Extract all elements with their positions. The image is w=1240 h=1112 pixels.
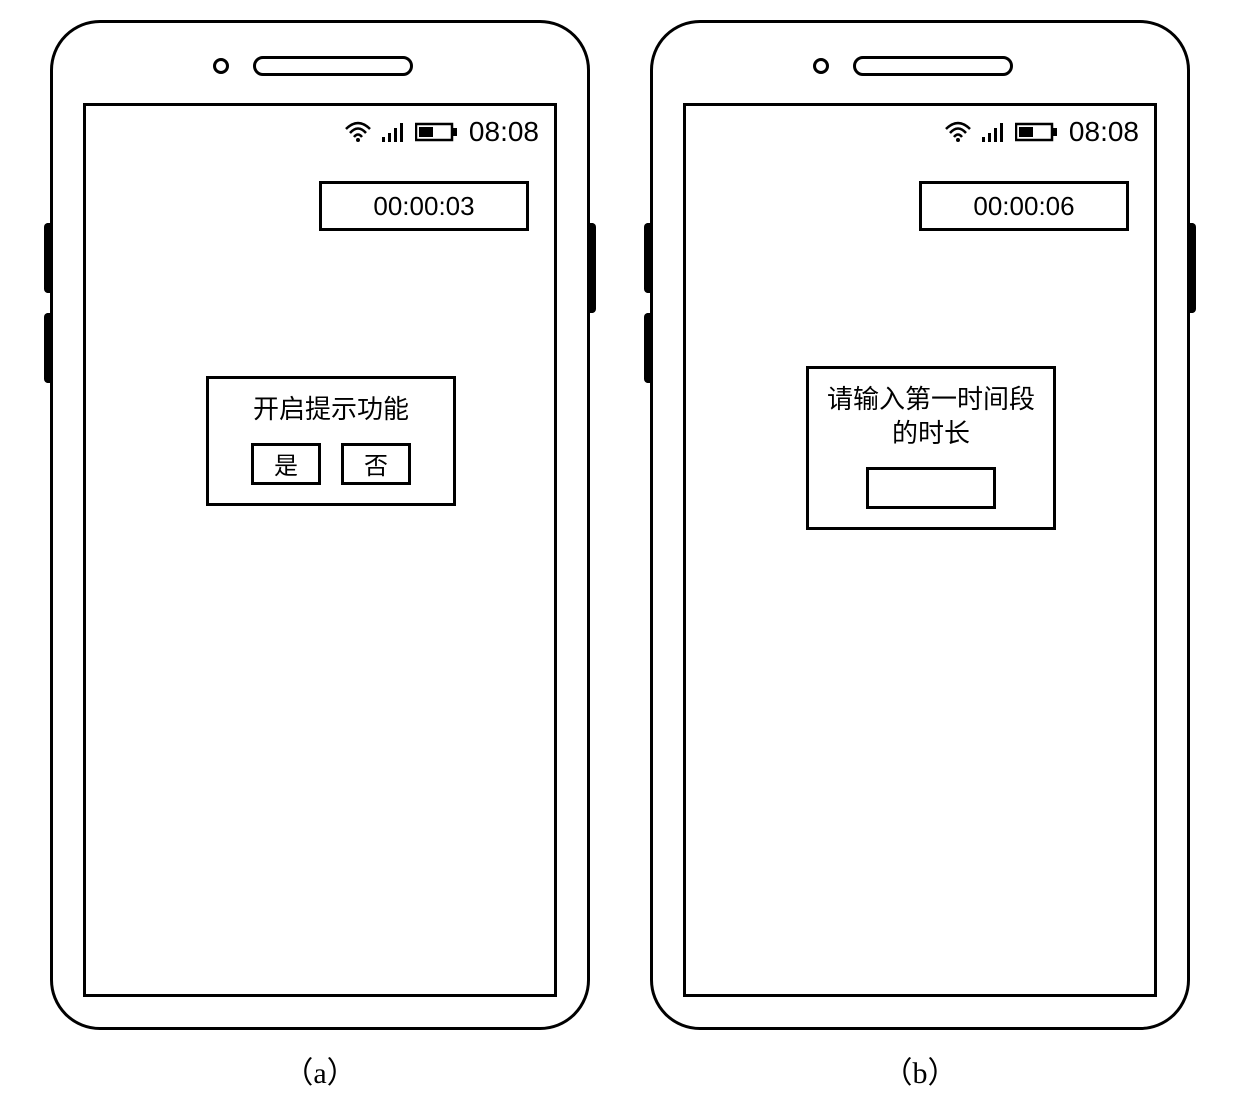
dialog-title-line2: 的时长	[892, 419, 970, 448]
front-camera-icon	[813, 58, 829, 74]
timer-value: 00:00:03	[373, 191, 474, 222]
timer-display: 00:00:03	[319, 181, 529, 231]
phone-panel-b: 08:08 00:00:06 请输入第一时间段 的时长 （b）	[650, 20, 1190, 1092]
volume-up-button[interactable]	[644, 223, 650, 293]
no-button-label: 否	[364, 446, 388, 481]
phone-panel-a: 08:08 00:00:03 开启提示功能 是 否 （a）	[50, 20, 590, 1092]
power-button[interactable]	[1190, 223, 1196, 313]
signal-icon	[981, 121, 1005, 143]
confirm-dialog: 开启提示功能 是 否	[206, 376, 456, 506]
screen: 08:08 00:00:03 开启提示功能 是 否	[83, 103, 557, 997]
earpiece-icon	[253, 56, 413, 76]
panel-caption: （a）	[283, 1048, 356, 1092]
wifi-icon	[945, 121, 971, 143]
volume-up-button[interactable]	[44, 223, 50, 293]
status-bar: 08:08	[945, 116, 1139, 148]
dialog-title: 请输入第一时间段 的时长	[827, 383, 1035, 451]
dialog-title: 开启提示功能	[253, 393, 409, 427]
no-button[interactable]: 否	[341, 443, 411, 485]
status-time: 08:08	[1069, 116, 1139, 148]
power-button[interactable]	[590, 223, 596, 313]
timer-value: 00:00:06	[973, 191, 1074, 222]
front-camera-icon	[213, 58, 229, 74]
phone-frame: 08:08 00:00:03 开启提示功能 是 否	[50, 20, 590, 1030]
signal-icon	[381, 121, 405, 143]
dialog-button-row: 是 否	[251, 443, 411, 485]
status-time: 08:08	[469, 116, 539, 148]
volume-down-button[interactable]	[44, 313, 50, 383]
timer-display: 00:00:06	[919, 181, 1129, 231]
yes-button[interactable]: 是	[251, 443, 321, 485]
wifi-icon	[345, 121, 371, 143]
status-bar: 08:08	[345, 116, 539, 148]
battery-icon	[1015, 121, 1059, 143]
screen: 08:08 00:00:06 请输入第一时间段 的时长	[683, 103, 1157, 997]
input-dialog: 请输入第一时间段 的时长	[806, 366, 1056, 530]
battery-icon	[415, 121, 459, 143]
earpiece-icon	[853, 56, 1013, 76]
yes-button-label: 是	[274, 446, 298, 481]
dialog-title-line1: 请输入第一时间段	[827, 385, 1035, 414]
volume-down-button[interactable]	[644, 313, 650, 383]
duration-input[interactable]	[866, 467, 996, 509]
phone-frame: 08:08 00:00:06 请输入第一时间段 的时长	[650, 20, 1190, 1030]
panel-caption: （b）	[883, 1048, 958, 1092]
